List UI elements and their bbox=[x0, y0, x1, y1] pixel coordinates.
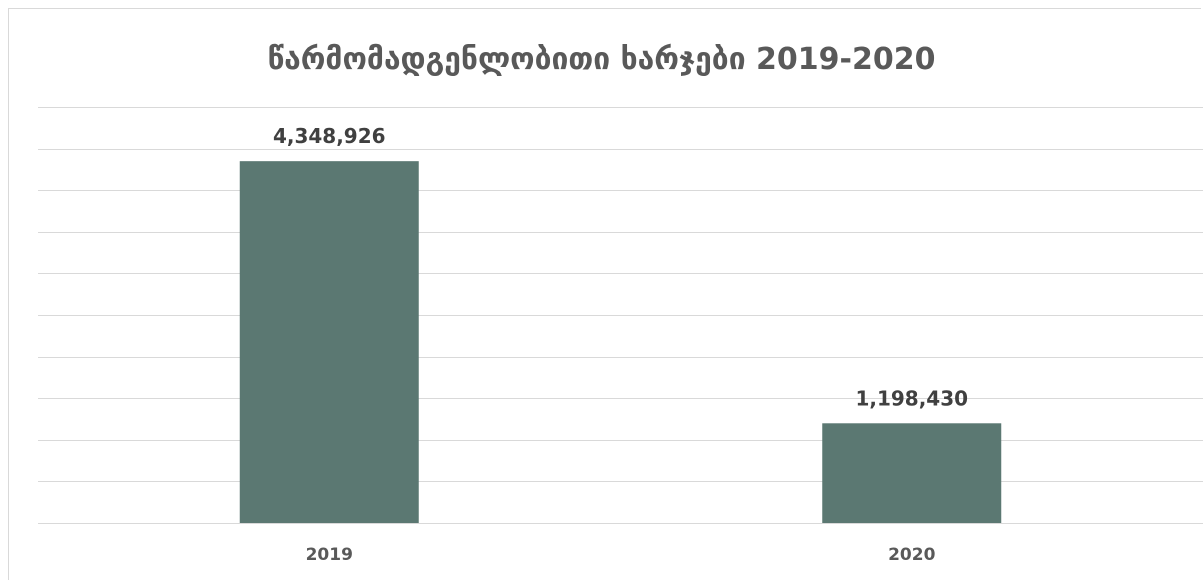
x-tick-label-2019: 2019 bbox=[306, 545, 353, 565]
bar-2019 bbox=[239, 161, 419, 523]
chart-title: წარმომადგენლობითი ხარჯები 2019-2020 bbox=[267, 42, 936, 77]
bar-2020 bbox=[822, 423, 1002, 523]
data-label-2020: 1,198,430 bbox=[855, 386, 968, 410]
chart-frame bbox=[8, 8, 1201, 580]
x-tick-label-2020: 2020 bbox=[888, 545, 935, 565]
data-label-2019: 4,348,926 bbox=[273, 124, 386, 148]
